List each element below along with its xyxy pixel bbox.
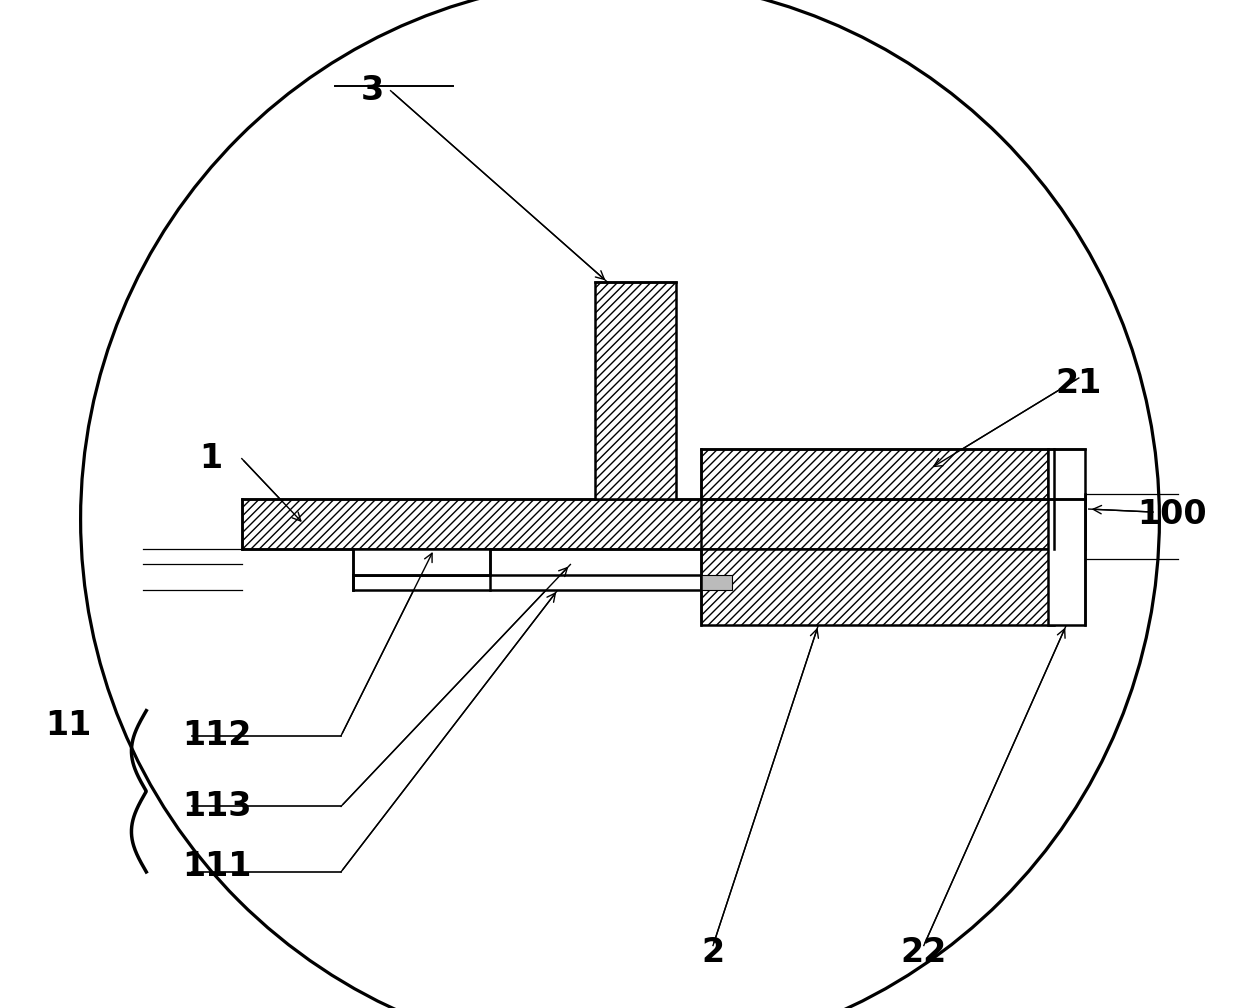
Text: 22: 22: [900, 936, 947, 969]
Text: 2: 2: [702, 936, 724, 969]
Bar: [242, 499, 1085, 549]
Bar: [595, 282, 676, 499]
Text: 111: 111: [182, 851, 252, 883]
Bar: [701, 575, 732, 590]
Text: 113: 113: [182, 790, 252, 823]
Bar: [701, 549, 1054, 625]
Text: 21: 21: [1055, 367, 1102, 399]
Text: 3: 3: [361, 75, 383, 107]
Bar: [1048, 449, 1085, 499]
Bar: [701, 449, 1048, 499]
Bar: [1048, 494, 1085, 625]
Bar: [353, 575, 701, 590]
Text: 112: 112: [182, 720, 252, 752]
Text: 1: 1: [200, 443, 222, 475]
Bar: [353, 549, 490, 575]
Text: 11: 11: [45, 710, 92, 742]
Text: 100: 100: [1137, 498, 1207, 530]
